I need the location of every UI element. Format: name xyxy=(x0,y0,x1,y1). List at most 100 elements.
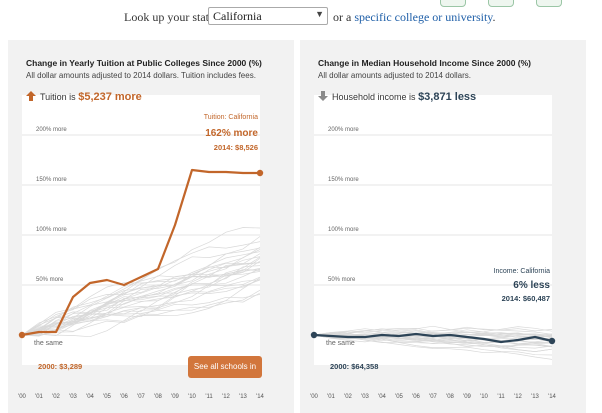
background-line xyxy=(21,262,261,336)
x-tick-label: '14 xyxy=(548,394,556,400)
x-tick-label: '12 xyxy=(514,394,522,400)
x-tick-label: '11 xyxy=(205,394,213,400)
background-line xyxy=(21,251,261,336)
x-tick-label: '10 xyxy=(188,394,196,400)
end-point xyxy=(548,337,556,345)
share-icon[interactable] xyxy=(488,0,514,7)
share-icon[interactable] xyxy=(536,0,562,7)
x-tick-label: '02 xyxy=(344,394,352,400)
x-tick-label: '09 xyxy=(463,394,471,400)
tuition-summary-prefix: Tuition is xyxy=(40,92,76,102)
background-line xyxy=(21,268,261,336)
background-line xyxy=(21,294,261,338)
y-tick-label: 150% more xyxy=(36,177,67,183)
x-tick-label: '11 xyxy=(497,394,505,400)
tuition-title: Change in Yearly Tuition at Public Colle… xyxy=(26,58,262,68)
x-tick-label: '00 xyxy=(310,394,318,400)
x-tick-label: '13 xyxy=(239,394,247,400)
start-point xyxy=(18,331,26,339)
callout-pct: 162% more xyxy=(205,128,258,139)
y-tick-label: 100% more xyxy=(36,227,67,233)
start-value-label: 2000: $64,358 xyxy=(330,362,378,371)
background-line xyxy=(313,334,553,356)
callout-label: Tuition: California xyxy=(204,114,258,121)
series-line xyxy=(21,168,260,337)
x-tick-label: '04 xyxy=(378,394,386,400)
background-line xyxy=(21,236,261,336)
x-tick-label: '07 xyxy=(137,394,145,400)
x-tick-label: '04 xyxy=(86,394,94,400)
y-tick-label: 200% more xyxy=(36,127,67,133)
x-tick-label: '08 xyxy=(154,394,162,400)
x-tick-label: '06 xyxy=(120,394,128,400)
tuition-chart: 50% more 100% more 150% more 200% more the s… xyxy=(18,95,265,400)
x-tick-label: '07 xyxy=(429,394,437,400)
income-summary: Household income is $3,871 less xyxy=(318,91,476,103)
x-tick-label: '03 xyxy=(69,394,77,400)
income-summary-amount: $3,871 less xyxy=(418,91,477,103)
x-tick-label: '09 xyxy=(171,394,179,400)
start-point xyxy=(310,331,318,339)
x-tick-label: '14 xyxy=(256,394,264,400)
top-bar: Look up your state California ▼ or a spe… xyxy=(0,0,602,34)
or-label: or a xyxy=(333,10,352,24)
tuition-summary-amount: $5,237 more xyxy=(78,91,142,103)
period: . xyxy=(492,10,496,24)
x-tick-label: '02 xyxy=(52,394,60,400)
tuition-summary: Tuition is $5,237 more xyxy=(26,91,142,103)
income-summary-prefix: Household income is xyxy=(332,92,416,102)
background-line xyxy=(21,277,261,336)
college-link[interactable]: specific college or university xyxy=(354,10,493,24)
x-tick-label: '05 xyxy=(395,394,403,400)
baseline-label: the same xyxy=(326,340,355,347)
background-line xyxy=(21,279,261,336)
background-line xyxy=(21,256,261,336)
y-tick-label: 50% more xyxy=(36,277,64,283)
see-all-schools-button[interactable]: See all schools in xyxy=(188,356,262,378)
background-line xyxy=(21,258,261,336)
y-tick-label: 200% more xyxy=(328,127,359,133)
tuition-panel: 50% more 100% more 150% more 200% more the s… xyxy=(8,40,294,413)
share-icon[interactable] xyxy=(440,0,466,7)
x-tick-label: '08 xyxy=(446,394,454,400)
series-line xyxy=(313,332,553,344)
income-subtitle: All dollar amounts adjusted to 2014 doll… xyxy=(318,71,471,80)
background-line xyxy=(21,289,261,336)
callout-value: 2014: $60,487 xyxy=(502,294,550,303)
x-tick-label: '01 xyxy=(327,394,335,400)
callout-label: Income: California xyxy=(494,268,551,275)
plot-area xyxy=(314,95,552,365)
end-point xyxy=(256,169,264,177)
x-tick-label: '05 xyxy=(103,394,111,400)
background-line xyxy=(21,241,261,336)
x-tick-label: '01 xyxy=(35,394,43,400)
state-select[interactable]: California ▼ xyxy=(208,7,328,25)
chevron-down-icon: ▼ xyxy=(315,9,324,19)
background-line xyxy=(313,331,553,338)
down-arrow-icon xyxy=(318,91,328,101)
up-arrow-icon xyxy=(26,91,36,101)
y-tick-label: 50% more xyxy=(328,277,356,283)
income-title: Change in Median Household Income Since … xyxy=(318,58,532,68)
x-tick-label: '13 xyxy=(531,394,539,400)
y-tick-label: 150% more xyxy=(328,177,359,183)
x-tick-label: '03 xyxy=(361,394,369,400)
callout-pct: 6% less xyxy=(513,280,550,291)
x-tick-label: '00 xyxy=(18,394,26,400)
lookup-label: Look up your state xyxy=(124,10,215,24)
background-line xyxy=(21,256,261,336)
y-tick-label: 100% more xyxy=(328,227,359,233)
x-tick-label: '10 xyxy=(480,394,488,400)
start-value-label: 2000: $3,289 xyxy=(38,362,82,371)
x-tick-label: '06 xyxy=(412,394,420,400)
x-tick-label: '12 xyxy=(222,394,230,400)
background-line xyxy=(21,247,261,336)
or-text: or a specific college or university. xyxy=(333,10,496,25)
background-lines xyxy=(21,227,261,338)
state-select-value: California xyxy=(213,9,262,23)
income-panel: 50% more 100% more 150% more 200% more the s… xyxy=(300,40,586,413)
background-line xyxy=(21,262,261,337)
baseline-label: the same xyxy=(34,340,63,347)
tuition-subtitle: All dollar amounts adjusted to 2014 doll… xyxy=(26,71,256,80)
income-chart: 50% more 100% more 150% more 200% more the s… xyxy=(310,95,557,400)
